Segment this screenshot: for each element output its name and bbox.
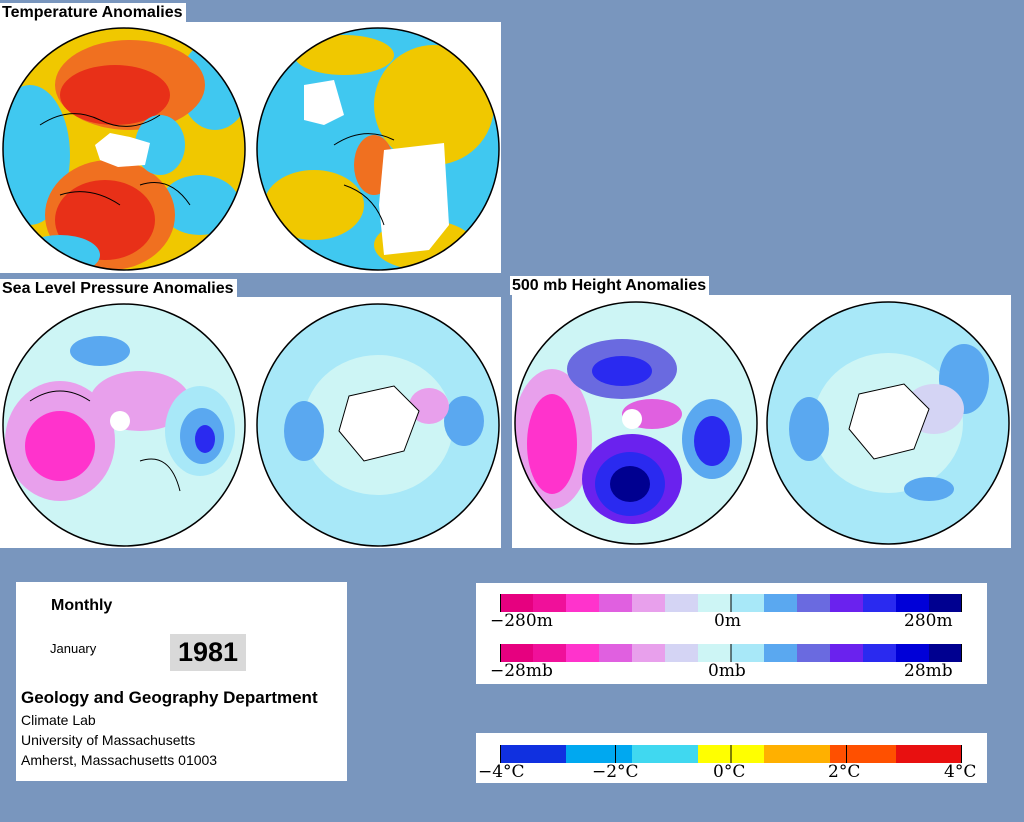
pressure-scale-swatch: [500, 644, 534, 662]
temperature-scale-swatch: [566, 745, 633, 763]
temperature-legend: −4°C −2°C 0°C 2°C 4°C: [476, 733, 987, 783]
temp-label-neg4: −4°C: [478, 762, 525, 782]
height-northern-hemisphere-map: [514, 301, 758, 545]
height-scale-swatch: [896, 594, 930, 612]
height-scale-swatch: [566, 594, 600, 612]
info-box: Monthly January 1981 Geology and Geograp…: [16, 582, 347, 781]
period-label: Monthly: [51, 597, 113, 614]
pressure-scale-swatch: [632, 644, 666, 662]
temperature-scale-swatch: [764, 745, 831, 763]
pressure-max-label: 28mb: [904, 661, 953, 681]
pressure-scale-swatch: [896, 644, 930, 662]
temperature-title: Temperature Anomalies: [0, 3, 186, 22]
pressure-scale-swatch: [533, 644, 567, 662]
pressure-scale-swatch: [863, 644, 897, 662]
department-label: Geology and Geography Department: [21, 688, 318, 707]
temperature-southern-hemisphere-map: [256, 27, 500, 271]
height-scale-swatch: [500, 594, 534, 612]
anomaly-legend: −280m 0m 280m −28mb 0mb 28mb: [476, 583, 987, 684]
year-label: 1981: [170, 634, 246, 671]
month-label: January: [50, 641, 97, 656]
height-scale-swatch: [632, 594, 666, 612]
height-scale-swatch: [698, 594, 732, 612]
address-label: Amherst, Massachusetts 01003: [21, 752, 218, 768]
height-scale-swatch: [863, 594, 897, 612]
height-color-bar: [500, 594, 962, 612]
height-panel: [512, 295, 1011, 548]
pressure-scale-swatch: [830, 644, 864, 662]
temperature-scale-swatch: [830, 745, 897, 763]
pressure-scale-swatch: [599, 644, 633, 662]
pressure-mid-label: 0mb: [708, 661, 746, 681]
height-scale-swatch: [731, 594, 765, 612]
pressure-scale-swatch: [566, 644, 600, 662]
temperature-color-bar: [500, 745, 962, 763]
temperature-panel: [0, 22, 501, 273]
pressure-scale-swatch: [731, 644, 765, 662]
height-southern-hemisphere-map: [766, 301, 1010, 545]
height-scale-swatch: [929, 594, 962, 612]
temperature-scale-swatch: [500, 745, 567, 763]
height-scale-swatch: [599, 594, 633, 612]
slp-southern-hemisphere-map: [256, 303, 500, 547]
university-label: University of Massachusetts: [21, 732, 196, 748]
temp-label-4: 4°C: [944, 762, 977, 782]
pressure-scale-swatch: [764, 644, 798, 662]
pressure-scale-swatch: [929, 644, 962, 662]
height-scale-swatch: [665, 594, 699, 612]
pressure-scale-swatch: [698, 644, 732, 662]
temp-label-neg2: −2°C: [592, 762, 639, 782]
slp-northern-hemisphere-map: [2, 303, 246, 547]
temp-label-2: 2°C: [828, 762, 861, 782]
slp-panel: [0, 297, 501, 548]
height-scale-swatch: [797, 594, 831, 612]
height-scale-swatch: [764, 594, 798, 612]
height-min-label: −280m: [490, 611, 553, 631]
lab-label: Climate Lab: [21, 712, 96, 728]
temperature-scale-swatch: [896, 745, 962, 763]
slp-title: Sea Level Pressure Anomalies: [0, 279, 237, 298]
pressure-color-bar: [500, 644, 962, 662]
pressure-scale-swatch: [665, 644, 699, 662]
height-scale-swatch: [533, 594, 567, 612]
height-mid-label: 0m: [714, 611, 741, 631]
height-max-label: 280m: [904, 611, 953, 631]
pressure-scale-swatch: [797, 644, 831, 662]
temperature-northern-hemisphere-map: [2, 27, 246, 271]
height-scale-swatch: [830, 594, 864, 612]
temp-label-0: 0°C: [713, 762, 746, 782]
temperature-scale-swatch: [632, 745, 699, 763]
height-title: 500 mb Height Anomalies: [510, 276, 710, 295]
pressure-min-label: −28mb: [490, 661, 553, 681]
